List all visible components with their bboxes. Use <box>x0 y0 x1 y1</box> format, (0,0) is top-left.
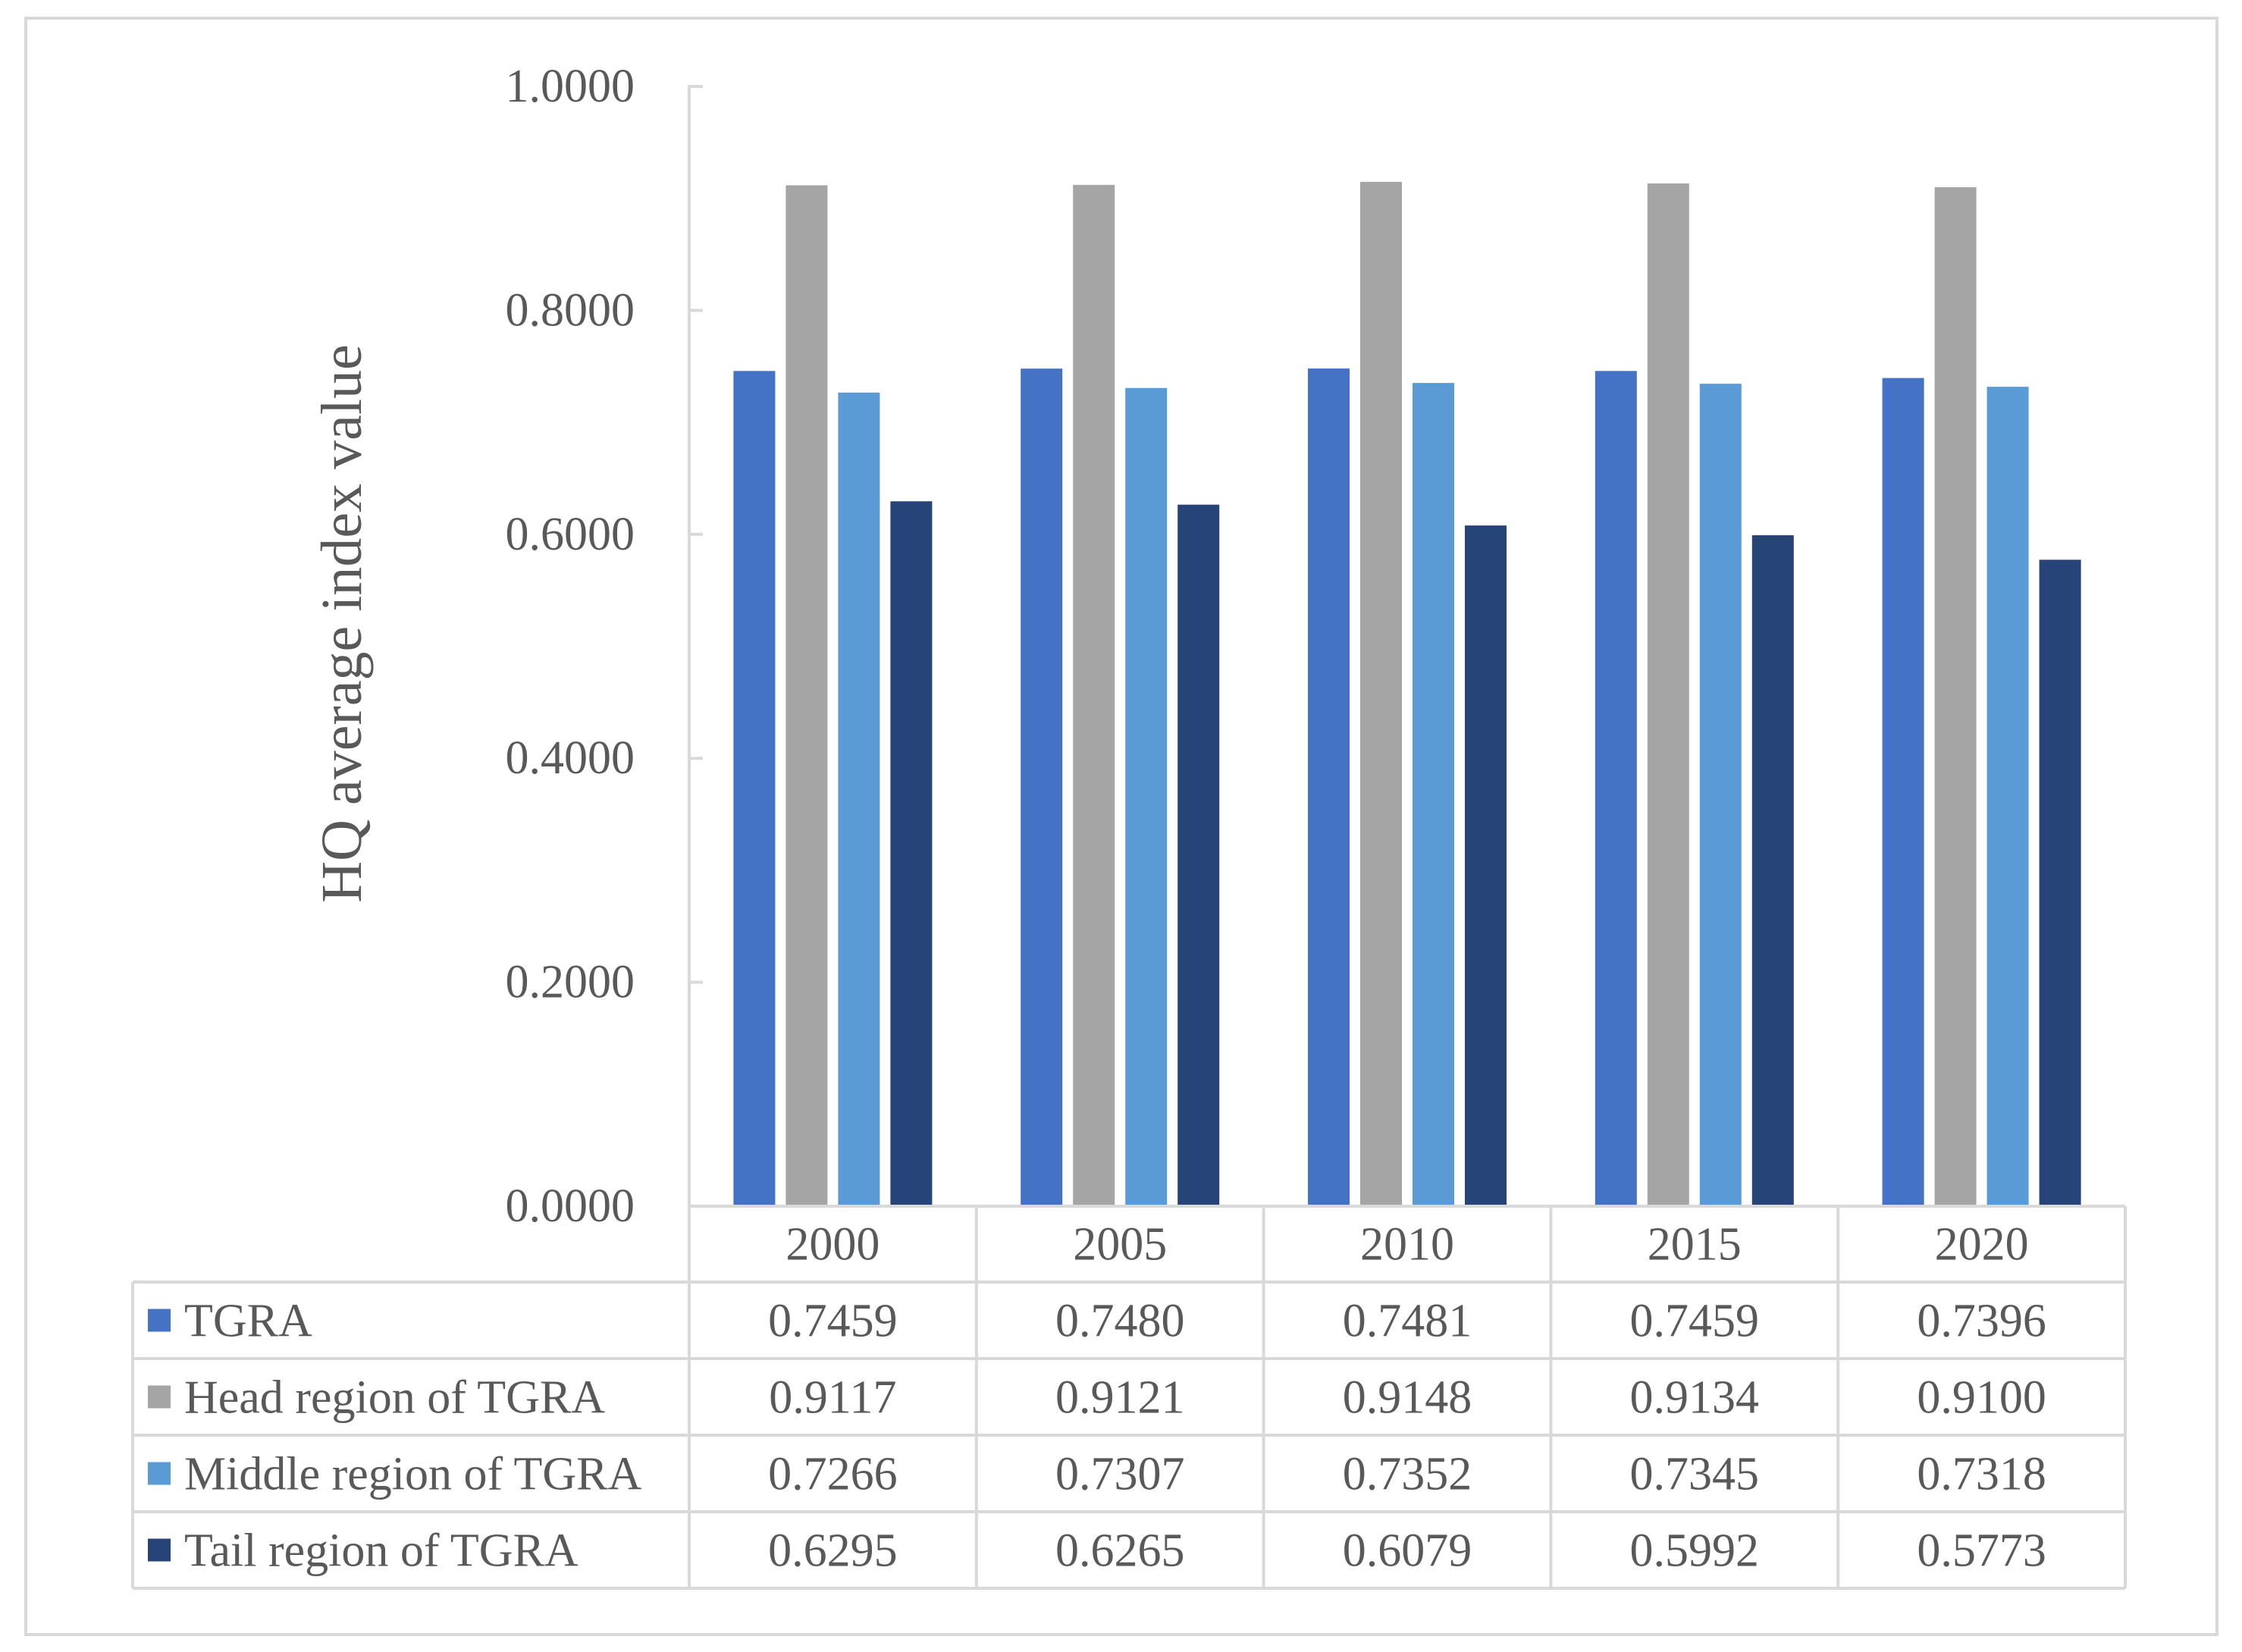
legend-key-s1 <box>148 1309 171 1332</box>
data-label: 0.9134 <box>1630 1372 1760 1424</box>
data-label: 0.7307 <box>1055 1449 1185 1500</box>
series-name-label: Middle region of TGRA <box>184 1449 642 1500</box>
bar-2015-s2 <box>1647 183 1689 1206</box>
data-label: 0.6295 <box>768 1525 898 1577</box>
bar-2005-s2 <box>1073 184 1115 1207</box>
data-label: 0.5773 <box>1917 1525 2046 1577</box>
bar-2000-s2 <box>785 185 828 1207</box>
y-axis-title-group: HQ average index value <box>310 344 374 902</box>
y-tick-label: 0.6000 <box>506 509 635 560</box>
bar-chart: HQ average index value 0.0000 0.2000 0.400… <box>131 61 2127 1590</box>
data-label: 0.6079 <box>1343 1525 1472 1577</box>
data-label: 0.9117 <box>769 1372 896 1424</box>
bar-2010-s3 <box>1413 383 1454 1206</box>
series-name-label: Head region of TGRA <box>184 1372 605 1424</box>
bar-2005-s1 <box>1021 368 1063 1207</box>
bar-2010-s4 <box>1465 525 1507 1206</box>
x-category-label: 2015 <box>1648 1219 1742 1271</box>
data-label: 0.7459 <box>768 1296 898 1347</box>
data-table: 2000 2005 2010 2015 2020 TGRA 0.7459 0.7480 0.74… <box>131 1205 2127 1590</box>
bar-2020-s3 <box>1986 387 2029 1207</box>
chart-frame: HQ average index value 0.0000 0.2000 0.400… <box>24 17 2218 1636</box>
bar-2005-s4 <box>1177 504 1220 1206</box>
y-axis-ticks: 0.0000 0.2000 0.4000 0.6000 0.8000 1.0000 <box>506 61 703 1232</box>
bar-2000-s4 <box>890 501 933 1206</box>
y-tick-label: 1.0000 <box>506 61 635 112</box>
bar-2015-s4 <box>1751 534 1794 1206</box>
bar-2015-s3 <box>1699 384 1742 1206</box>
data-label: 0.7480 <box>1055 1296 1185 1347</box>
data-label: 0.9148 <box>1343 1372 1472 1424</box>
x-category-label: 2005 <box>1073 1219 1167 1271</box>
data-label: 0.7352 <box>1343 1449 1472 1500</box>
bar-2005-s3 <box>1125 387 1168 1206</box>
bar-2000-s1 <box>733 371 776 1207</box>
bar-2000-s3 <box>838 392 880 1206</box>
data-label: 0.6265 <box>1055 1525 1185 1577</box>
data-label: 0.7266 <box>768 1449 898 1500</box>
bar-2010-s1 <box>1308 368 1350 1207</box>
y-tick-label: 0.2000 <box>506 957 635 1008</box>
legend-key-s3 <box>148 1462 171 1485</box>
bar-2010-s2 <box>1360 181 1402 1207</box>
x-category-label: 2010 <box>1360 1219 1454 1271</box>
data-label: 0.7318 <box>1917 1449 2046 1500</box>
x-category-label: 2020 <box>1935 1219 2029 1271</box>
legend-key-s4 <box>148 1538 171 1562</box>
legend-key-s2 <box>148 1385 171 1409</box>
data-label: 0.7459 <box>1630 1296 1760 1347</box>
y-tick-label: 0.0000 <box>506 1180 635 1232</box>
x-category-label: 2000 <box>785 1219 880 1271</box>
y-axis-title: HQ average index value <box>310 344 374 902</box>
data-label: 0.7481 <box>1343 1296 1472 1347</box>
data-label: 0.9121 <box>1055 1372 1185 1424</box>
bars <box>733 181 2081 1207</box>
y-tick-label: 0.4000 <box>506 732 635 784</box>
data-label: 0.7396 <box>1917 1296 2046 1347</box>
data-label: 0.5992 <box>1630 1525 1760 1577</box>
bar-2020-s4 <box>2039 560 2081 1206</box>
bar-2015-s1 <box>1594 371 1637 1207</box>
bar-2020-s2 <box>1934 187 1977 1207</box>
series-name-label: Tail region of TGRA <box>184 1525 579 1577</box>
data-label: 0.7345 <box>1630 1449 1760 1500</box>
data-label: 0.9100 <box>1917 1372 2046 1424</box>
y-tick-label: 0.8000 <box>506 284 635 336</box>
bar-2020-s1 <box>1882 378 1924 1206</box>
series-name-label: TGRA <box>184 1296 312 1347</box>
